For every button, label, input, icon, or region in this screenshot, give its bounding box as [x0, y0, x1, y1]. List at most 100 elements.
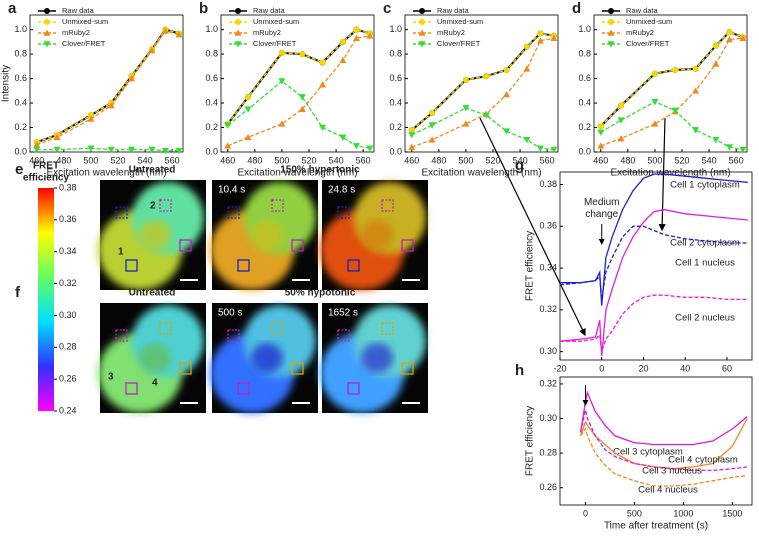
marker — [651, 99, 659, 106]
marker — [712, 136, 720, 144]
x-tick-label: 60 — [722, 363, 732, 373]
panel-label: b — [199, 0, 208, 17]
x-tick-label: 500 — [274, 155, 289, 165]
condition-label: Untreated — [129, 288, 176, 299]
x-tick-label: 520 — [674, 155, 689, 165]
y-tick-label: 1.0 — [14, 24, 27, 34]
micrograph — [98, 303, 206, 413]
marker — [408, 126, 415, 133]
marker — [319, 81, 327, 88]
legend-label: Clover/FRET — [62, 39, 106, 48]
marker — [43, 29, 51, 36]
x-tick-label: 480 — [620, 155, 635, 165]
x-tick-label: 460 — [220, 155, 235, 165]
y-tick-label: 0.6 — [205, 73, 218, 83]
nucleus — [139, 220, 171, 250]
legend-label: Unmixed-sum — [626, 17, 672, 26]
plot-frame — [404, 14, 559, 153]
marker — [739, 146, 747, 154]
y-tick-label: 0.32 — [539, 304, 557, 314]
legend-label: Clover/FRET — [626, 39, 670, 48]
condition-label: 50% hypotonic — [285, 288, 356, 299]
marker — [537, 30, 544, 37]
x-tick-label: 1000 — [673, 508, 693, 518]
y-tick-label: 0.4 — [389, 97, 402, 107]
series-label: Cell 1 cytoplasm — [670, 180, 740, 191]
x-tick-label: 540 — [513, 155, 528, 165]
series-label: Cell 1 nucleus — [675, 258, 735, 269]
x-tick-label: 1500 — [722, 508, 742, 518]
marker — [339, 56, 347, 64]
marker — [298, 94, 306, 101]
colorbar-tick-label: 0.28 — [59, 342, 77, 352]
marker — [672, 67, 679, 74]
series-line — [580, 427, 748, 487]
image-panels — [98, 180, 428, 413]
x-axis-label: Excitation wavelength (nm) — [237, 168, 357, 179]
roi — [337, 329, 350, 342]
nucleus — [361, 220, 393, 250]
micrograph — [320, 303, 428, 413]
x-tick-label: 460 — [593, 155, 608, 165]
marker — [550, 146, 558, 154]
colorbar-title: FRET — [33, 161, 59, 172]
panel-label: a — [8, 0, 17, 17]
roi — [381, 322, 394, 335]
x-tick-label: 0 — [583, 508, 588, 518]
panel-label: e — [15, 161, 23, 178]
marker — [725, 144, 733, 151]
marker — [244, 106, 252, 113]
marker — [651, 120, 659, 127]
y-tick-label: 0.8 — [578, 49, 591, 59]
x-tick-label: 520 — [485, 155, 500, 165]
y-tick-label: 0.32 — [539, 378, 557, 388]
micrograph — [210, 180, 318, 290]
marker — [175, 31, 183, 38]
micrograph — [320, 180, 428, 290]
marker — [161, 147, 169, 155]
marker — [33, 146, 41, 154]
y-tick-label: 0.36 — [539, 221, 557, 231]
marker — [244, 133, 252, 141]
y-tick-label: 0.8 — [14, 49, 27, 59]
marker — [597, 123, 604, 130]
marker — [618, 102, 625, 109]
y-tick-label: 0.26 — [539, 482, 557, 492]
time-label: 500 s — [218, 308, 242, 319]
legend-label: Raw data — [253, 6, 286, 15]
marker — [107, 146, 115, 154]
marker — [692, 127, 700, 134]
legend-label: Unmixed-sum — [437, 17, 483, 26]
marker — [234, 41, 242, 48]
legend-label: Raw data — [62, 6, 95, 15]
marker — [128, 146, 136, 154]
roi — [115, 206, 128, 219]
legend-label: Clover/FRET — [253, 39, 297, 48]
legend-label: Clover/FRET — [437, 39, 481, 48]
legend-label: Unmixed-sum — [62, 17, 108, 26]
series-line — [600, 31, 744, 127]
marker — [175, 147, 183, 155]
condition-label: 150% hypertonic — [280, 165, 360, 176]
marker — [298, 105, 306, 112]
roi — [159, 199, 172, 212]
series-line — [560, 173, 748, 306]
marker — [44, 19, 50, 25]
marker — [428, 122, 436, 129]
marker — [597, 142, 605, 149]
x-tick-label: 540 — [138, 155, 153, 165]
time-label: 10.4 s — [218, 185, 245, 196]
y-axis-label: Intensity — [1, 65, 12, 102]
colorbar-tick-label: 0.26 — [59, 374, 77, 384]
y-tick-label: 0.2 — [14, 122, 27, 132]
marker — [245, 93, 252, 100]
colorbar-tick-label: 0.32 — [59, 278, 77, 288]
colorbar-title: efficiency — [23, 173, 70, 184]
marker — [428, 136, 436, 143]
series-line — [600, 101, 744, 151]
series-line — [411, 32, 555, 131]
marker — [33, 141, 41, 148]
marker — [671, 107, 679, 114]
marker — [339, 38, 346, 45]
marker — [235, 8, 241, 14]
